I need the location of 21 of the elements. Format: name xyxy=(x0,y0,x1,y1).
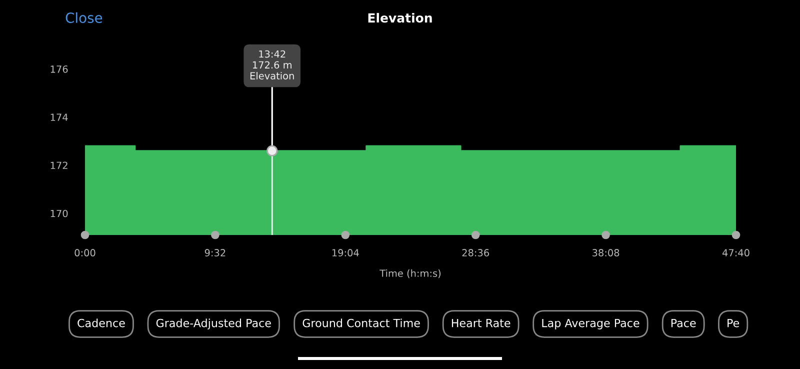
x-tick-label: 38:08 xyxy=(592,249,620,256)
text: Cadence xyxy=(78,318,125,328)
x-tick-label: 0:00 xyxy=(74,249,96,256)
text: Grade-Adjusted Pace xyxy=(156,318,271,330)
text: Heart Rate xyxy=(452,318,510,328)
text: Lap Average Pace xyxy=(542,318,640,330)
text: Pace xyxy=(671,318,696,328)
y-tick-label: 172 xyxy=(50,162,68,169)
x-tick-label: 19:04 xyxy=(332,249,359,256)
text: Ground Contact Time xyxy=(302,318,420,328)
x-axis-title: Time (h:m:s) xyxy=(380,269,441,278)
y-tick-label: 174 xyxy=(50,114,68,121)
annotation: 13:42 172.6 m Elevation xyxy=(250,50,294,80)
text: Close xyxy=(66,12,102,24)
x-tick-label: 47:40 xyxy=(722,249,750,256)
y-tick-label: 170 xyxy=(50,210,68,218)
x-tick-label: 9:32 xyxy=(204,249,226,256)
text: Pe xyxy=(728,318,740,328)
chart-title: Elevation xyxy=(368,12,432,23)
y-tick-label: 176 xyxy=(50,65,68,73)
x-tick-label: 28:36 xyxy=(462,249,489,256)
